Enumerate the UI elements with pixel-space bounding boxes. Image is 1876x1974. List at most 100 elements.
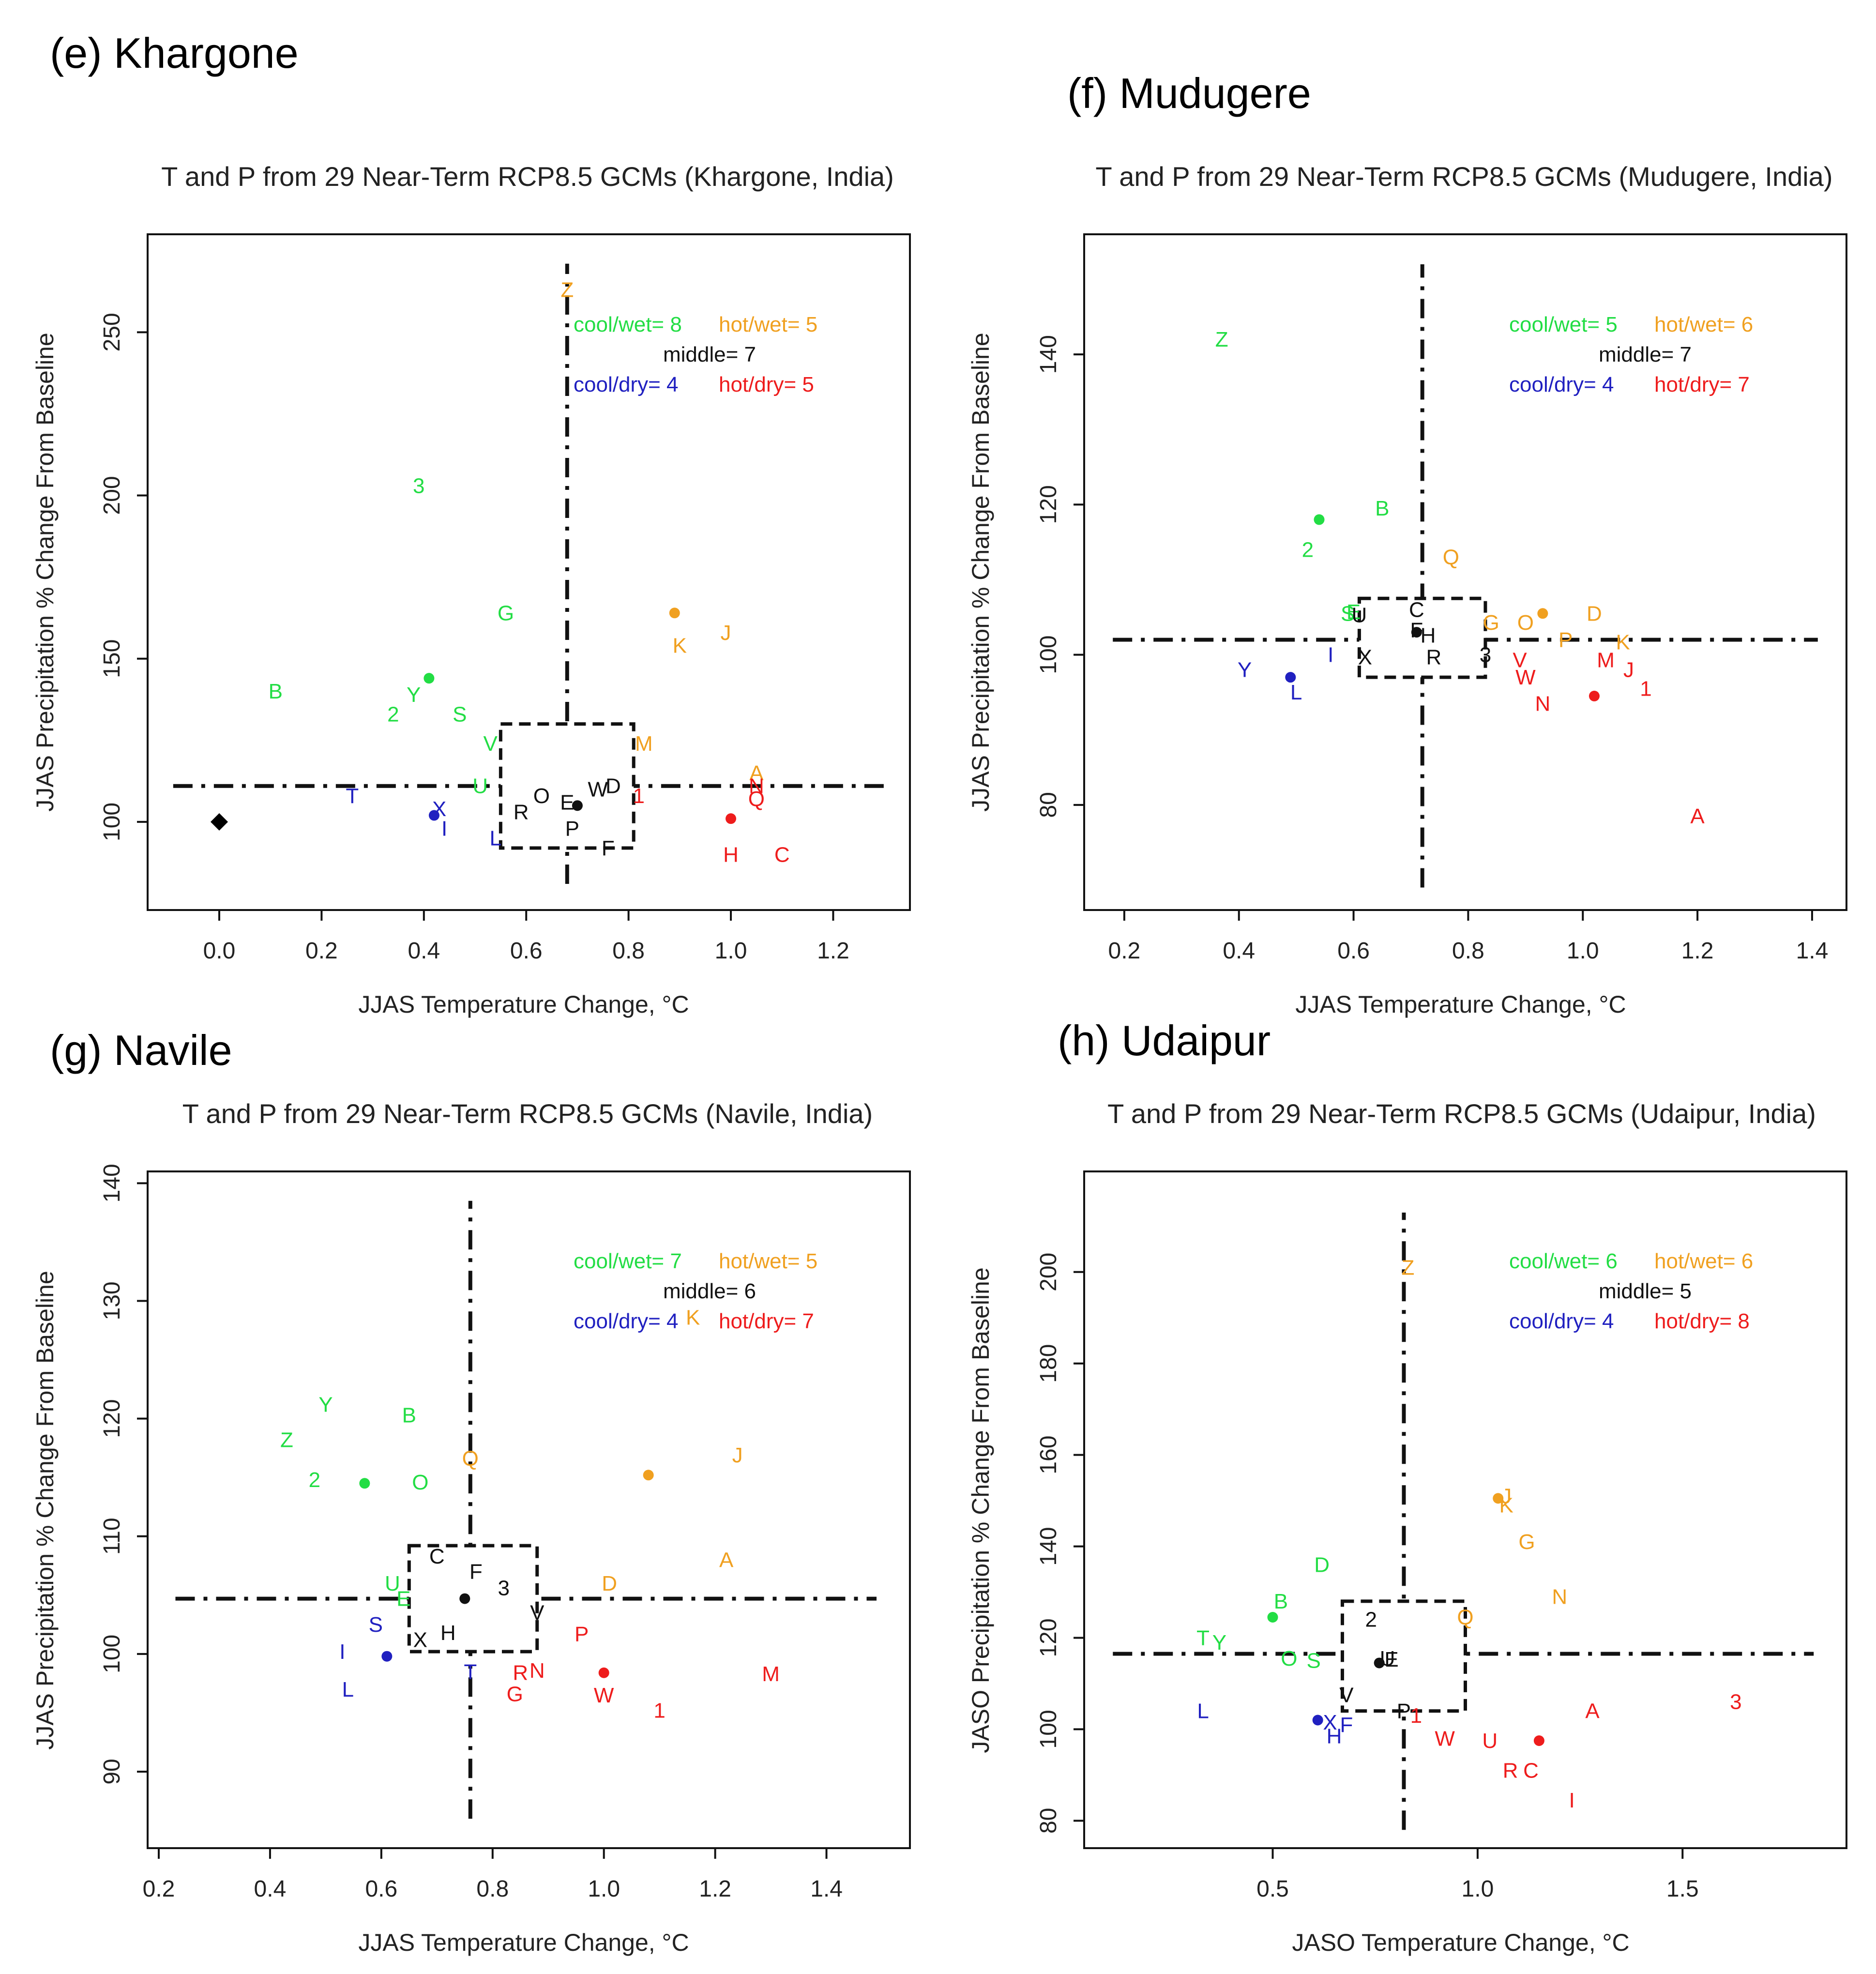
panel-udaipur: (h) Udaipur T and P from 29 Near-Term RC… xyxy=(967,1017,1847,1956)
model-label-hot-wet: G xyxy=(1483,611,1499,635)
count-cool-dry: cool/dry= 4 xyxy=(574,1309,678,1333)
model-label-middle: F xyxy=(602,836,615,860)
panel-title: (h) Udaipur xyxy=(1058,1017,1271,1064)
model-label-hot-dry: I xyxy=(1569,1789,1575,1812)
y-tick-label: 150 xyxy=(99,639,125,678)
x-tick-label: 0.8 xyxy=(1452,938,1484,964)
model-label-hot-wet: J xyxy=(720,621,731,645)
middle-box xyxy=(1357,596,1487,679)
model-label-middle: X xyxy=(1358,645,1372,669)
y-tick-label: 120 xyxy=(99,1399,125,1438)
y-tick-label: 90 xyxy=(99,1759,125,1784)
model-label-hot-wet: M xyxy=(635,732,653,756)
plot-title: T and P from 29 Near-Term RCP8.5 GCMs (K… xyxy=(161,161,894,192)
mean-marker-hot-wet xyxy=(643,1470,654,1481)
model-label-middle: C xyxy=(429,1545,445,1568)
model-label-cool-dry: H xyxy=(1327,1725,1342,1748)
model-label-middle: E xyxy=(1384,1648,1398,1671)
model-label-hot-wet: Q xyxy=(1443,546,1459,569)
count-hot-wet: hot/wet= 6 xyxy=(1654,1249,1753,1273)
model-label-hot-dry: M xyxy=(1597,648,1615,672)
model-label-hot-wet: J xyxy=(732,1443,743,1467)
model-label-hot-dry: N xyxy=(749,774,764,798)
mean-marker-middle xyxy=(572,800,583,811)
model-label-hot-dry: N xyxy=(530,1659,545,1683)
model-label-cool-wet: B xyxy=(1274,1590,1288,1613)
count-cool-wet: cool/wet= 6 xyxy=(1509,1249,1618,1273)
model-label-middle: W xyxy=(588,777,608,801)
y-tick-label: 120 xyxy=(1036,1618,1061,1657)
count-cool-wet: cool/wet= 8 xyxy=(574,313,682,336)
x-tick-label: 0.6 xyxy=(1337,938,1370,964)
y-tick-label: 100 xyxy=(99,803,125,841)
model-label-hot-dry: W xyxy=(594,1684,614,1707)
model-label-hot-wet: O xyxy=(1517,611,1534,635)
x-tick-label: 0.2 xyxy=(1108,938,1141,964)
model-label-middle: 3 xyxy=(1480,643,1491,667)
model-label-hot-wet: K xyxy=(1616,630,1630,654)
mean-marker-cool-wet xyxy=(1314,514,1325,525)
y-tick-label: 140 xyxy=(1036,335,1061,374)
model-label-middle: H xyxy=(1421,623,1436,647)
model-label-cool-wet: O xyxy=(1281,1647,1297,1670)
model-label-hot-wet: G xyxy=(1518,1530,1535,1554)
mean-marker-hot-wet xyxy=(669,607,680,619)
model-label-middle: F xyxy=(469,1560,483,1584)
y-tick-label: 110 xyxy=(99,1518,125,1555)
count-hot-dry: hot/dry= 8 xyxy=(1654,1309,1750,1333)
x-tick-label: 0.4 xyxy=(254,1876,287,1902)
mean-marker-cool-wet xyxy=(359,1478,370,1489)
mean-marker-hot-dry xyxy=(1533,1735,1544,1746)
mean-marker-cool-dry xyxy=(428,810,439,821)
model-label-middle: P xyxy=(565,817,579,840)
x-tick-label: 1.2 xyxy=(699,1876,731,1902)
model-label-hot-wet: N xyxy=(1552,1585,1567,1609)
x-tick-label: 0.5 xyxy=(1256,1876,1289,1902)
panel-title: (f) Mudugere xyxy=(1067,69,1311,117)
model-label-hot-dry: 1 xyxy=(653,1699,665,1723)
x-axis-label: JJAS Temperature Change, °C xyxy=(358,991,689,1018)
model-label-hot-wet: J xyxy=(1501,1485,1512,1508)
mean-marker-middle xyxy=(459,1593,470,1604)
model-label-cool-wet: Y xyxy=(1212,1631,1226,1655)
model-label-cool-dry: T xyxy=(346,784,359,808)
count-middle: middle= 7 xyxy=(663,343,756,366)
model-label-middle: 3 xyxy=(498,1577,510,1600)
plot-title: T and P from 29 Near-Term RCP8.5 GCMs (N… xyxy=(182,1098,873,1129)
count-cool-wet: cool/wet= 5 xyxy=(1509,313,1618,336)
y-tick-label: 180 xyxy=(1036,1344,1061,1383)
mean-marker-middle xyxy=(1374,1657,1385,1669)
model-label-middle: O xyxy=(533,784,550,808)
mean-marker-hot-dry xyxy=(1589,690,1600,701)
x-axis-label: JASO Temperature Change, °C xyxy=(1292,1929,1629,1956)
count-hot-dry: hot/dry= 7 xyxy=(719,1309,814,1333)
model-label-cool-wet: Z xyxy=(1215,328,1228,351)
y-tick-label: 100 xyxy=(99,1635,125,1673)
model-label-middle: V xyxy=(530,1601,545,1625)
model-label-cool-wet: T xyxy=(1196,1626,1210,1650)
model-label-cool-wet: Y xyxy=(318,1393,333,1416)
model-label-middle: X xyxy=(413,1628,427,1652)
model-label-cool-dry: L xyxy=(1197,1700,1209,1723)
model-label-hot-wet: A xyxy=(749,761,764,785)
model-label-hot-dry: V xyxy=(1513,648,1527,672)
model-label-hot-wet: K xyxy=(1499,1494,1513,1518)
model-label-hot-wet: Q xyxy=(462,1447,479,1471)
count-cool-wet: cool/wet= 7 xyxy=(574,1249,682,1273)
middle-box xyxy=(1340,1599,1468,1713)
model-label-cool-wet: U xyxy=(472,774,488,798)
plot-area-udaipur: 0.5 1.0 1.5 80 100 120 140 160 180 200 Z JKG D N B 2 Q T Y… xyxy=(1036,1170,1847,1902)
model-label-hot-dry: M xyxy=(762,1662,780,1686)
x-tick-label: 0.8 xyxy=(476,1876,509,1902)
y-tick-label: 100 xyxy=(1036,1710,1061,1748)
model-label-hot-dry: U xyxy=(1482,1729,1498,1753)
model-label-cool-dry: L xyxy=(490,827,501,850)
model-label-hot-dry: W xyxy=(1515,666,1536,689)
mean-marker-cool-dry xyxy=(1285,672,1296,683)
baseline-marker xyxy=(210,813,228,831)
x-tick-label: 1.0 xyxy=(588,1876,620,1902)
model-label-cool-dry: T xyxy=(464,1660,477,1684)
model-label-hot-wet: Q xyxy=(1457,1606,1473,1629)
mean-marker-hot-wet xyxy=(1493,1493,1504,1504)
count-cool-dry: cool/dry= 4 xyxy=(1509,1309,1614,1333)
